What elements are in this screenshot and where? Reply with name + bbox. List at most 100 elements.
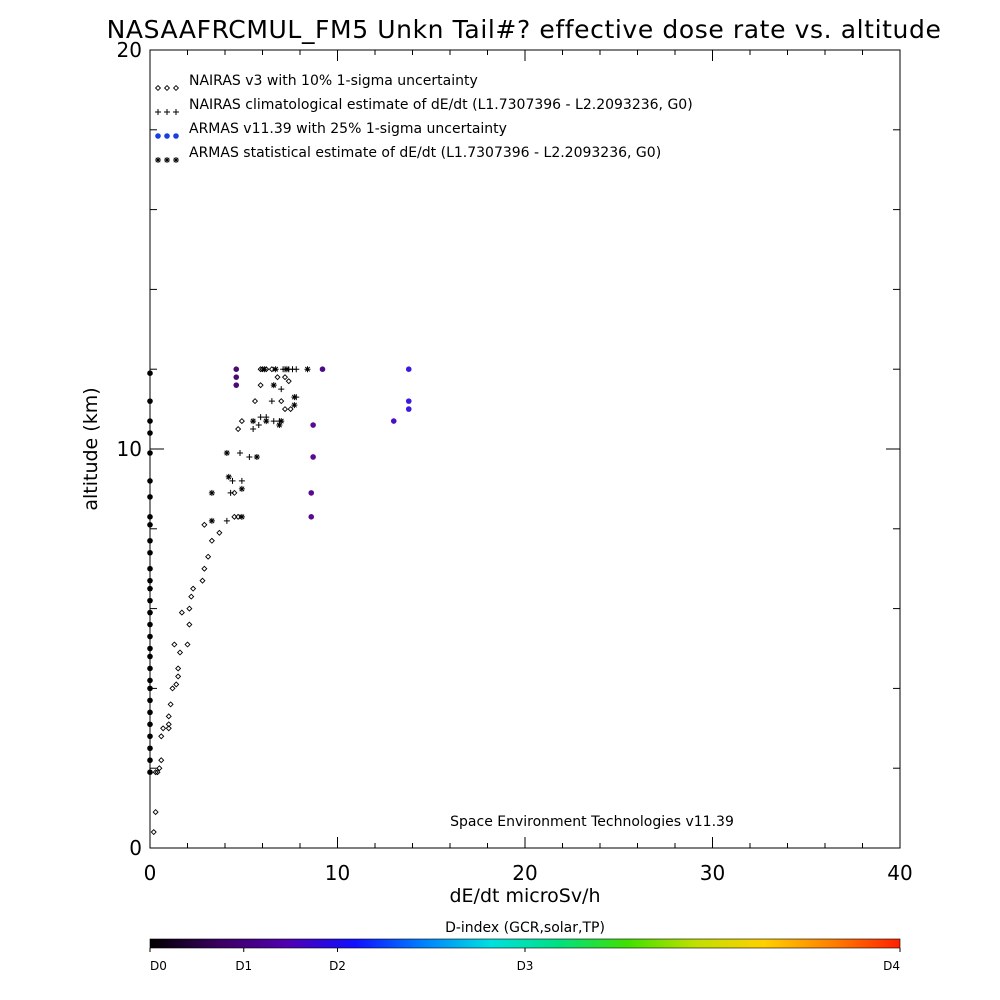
data-point-dot <box>147 757 153 764</box>
data-point-diamond <box>154 84 162 92</box>
data-point-asterisk <box>261 366 268 373</box>
y-axis-label: altitude (km) <box>80 387 102 510</box>
data-point-diamond <box>176 649 184 656</box>
data-point-asterisk <box>238 485 245 492</box>
colorbar <box>149 938 901 949</box>
data-point-diamond <box>175 665 182 672</box>
x-tick-label: 0 <box>144 861 157 885</box>
colorbar-label: D4 <box>883 959 900 973</box>
data-point-asterisk <box>278 418 285 425</box>
data-point-dot <box>390 418 397 424</box>
data-point-asterisk <box>250 418 257 425</box>
data-point-plus <box>155 109 161 115</box>
data-point-diamond <box>201 521 208 528</box>
data-point-diamond <box>169 685 176 692</box>
data-point-diamond <box>186 621 193 628</box>
axis-tick-labels: 0 10 20 30 40 0 10 20 <box>117 38 913 885</box>
data-point-plus <box>223 517 230 524</box>
data-point-asterisk <box>263 418 270 425</box>
data-point-asterisk <box>291 394 298 401</box>
data-point-plus <box>293 366 300 373</box>
data-point-diamond <box>238 418 245 425</box>
data-point-diamond <box>186 605 193 612</box>
colorbar-label: D2 <box>329 959 346 973</box>
data-point-dot <box>147 549 153 556</box>
x-tick-label: 20 <box>512 861 537 885</box>
data-point-dot <box>147 685 153 692</box>
data-point-dot <box>147 450 153 456</box>
data-point-plus <box>278 386 285 393</box>
data-point-diamond <box>199 577 206 584</box>
data-point-plus <box>255 422 262 429</box>
data-point-dot <box>310 422 316 428</box>
legend-entry: ARMAS v11.39 with 25% 1-sigma uncertaint… <box>189 121 507 137</box>
legend: NAIRAS v3 with 10% 1-sigma uncertainty NA… <box>154 73 693 163</box>
data-point-dot <box>147 522 153 528</box>
data-point-dot <box>155 133 161 139</box>
data-point-diamond <box>156 765 163 772</box>
data-point-dot <box>147 430 153 436</box>
data-point-dot <box>405 366 412 373</box>
data-point-dot <box>147 585 153 592</box>
legend-entry: ARMAS statistical estimate of dE/dt (L1.… <box>189 145 661 161</box>
data-point-dot <box>147 633 153 640</box>
data-point-dot <box>164 133 170 139</box>
data-point-dot <box>147 621 153 628</box>
data-point-diamond <box>274 374 281 381</box>
credit-text: Space Environment Technologies v11.39 <box>450 814 734 830</box>
data-point-plus <box>257 414 264 421</box>
colorbar-label: D3 <box>517 959 534 973</box>
data-point-asterisk <box>272 366 279 373</box>
data-point-dot <box>233 366 240 373</box>
data-point-diamond <box>167 701 174 708</box>
data-point-dot <box>147 478 153 484</box>
data-point-asterisk <box>304 366 311 373</box>
data-point-diamond <box>257 366 264 373</box>
data-point-diamond <box>152 809 159 816</box>
data-point-asterisk <box>283 366 290 373</box>
data-point-plus <box>238 477 245 484</box>
data-point-diamond <box>158 757 165 764</box>
data-point-dot <box>233 374 240 380</box>
data-point-dot <box>147 609 153 616</box>
data-point-dot <box>310 454 316 460</box>
data-point-diamond <box>171 641 178 648</box>
chart-title: NASAAFRCMUL_FM5 Unkn Tail#? effective do… <box>107 15 942 44</box>
data-point-asterisk <box>276 422 283 429</box>
data-point-diamond <box>231 489 238 496</box>
data-point-asterisk <box>291 402 298 409</box>
data-point-dot <box>147 653 153 660</box>
data-point-asterisk <box>173 157 179 163</box>
data-point-diamond <box>235 426 242 433</box>
data-point-dot <box>147 597 153 604</box>
legend-entry: NAIRAS v3 with 10% 1-sigma uncertainty <box>189 73 478 89</box>
data-point-diamond <box>165 721 172 728</box>
data-point-diamond <box>184 641 191 648</box>
data-point-diamond <box>154 769 161 776</box>
data-point-dot <box>405 406 412 412</box>
data-point-asterisk <box>155 157 161 163</box>
data-point-dot <box>147 721 153 728</box>
data-point-dot <box>147 677 153 684</box>
data-point-diamond <box>268 366 275 373</box>
data-point-diamond <box>201 565 208 572</box>
data-point-diamond <box>172 84 180 92</box>
data-point-dot <box>147 645 153 652</box>
plot-frame <box>149 49 901 849</box>
data-point-diamond <box>158 733 165 740</box>
data-point-diamond <box>175 673 182 680</box>
data-point-diamond <box>163 84 171 92</box>
data-point-asterisk <box>208 517 215 524</box>
data-point-diamond <box>152 769 159 776</box>
colorbar-title: D-index (GCR,solar,TP) <box>445 920 605 936</box>
data-point-dot <box>147 398 153 404</box>
data-point-plus <box>227 489 234 496</box>
data-point-dot <box>147 537 153 544</box>
data-point-diamond <box>160 725 167 732</box>
data-point-dot <box>147 665 153 672</box>
x-axis-label: dE/dt microSv/h <box>449 885 600 907</box>
data-point-dot <box>147 565 153 572</box>
data-point-dot <box>173 133 179 139</box>
data-point-dot <box>308 490 315 496</box>
data-points <box>147 366 412 836</box>
